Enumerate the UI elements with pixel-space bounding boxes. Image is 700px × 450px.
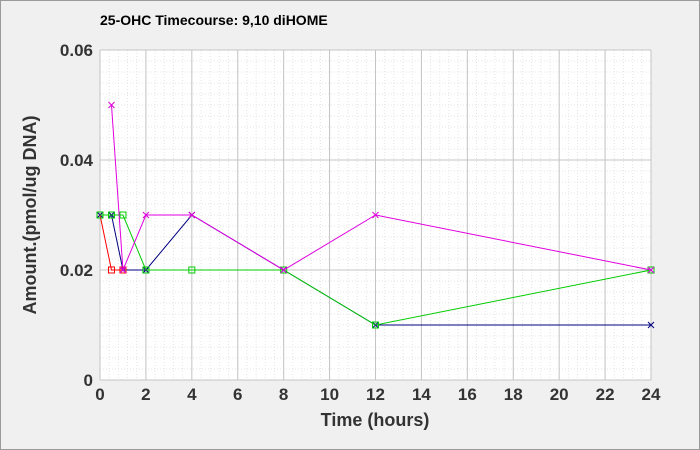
data-point bbox=[96, 211, 104, 219]
x-tick-label: 18 bbox=[504, 385, 523, 404]
x-tick-label: 16 bbox=[458, 385, 477, 404]
data-point bbox=[188, 211, 196, 219]
data-point bbox=[372, 321, 379, 329]
data-point bbox=[107, 211, 115, 219]
x-tick-label: 24 bbox=[642, 385, 661, 404]
y-tick-label: 0.04 bbox=[60, 151, 94, 170]
series-layer bbox=[96, 101, 655, 329]
data-point bbox=[188, 266, 196, 274]
x-tick-label: 2 bbox=[141, 385, 150, 404]
y-tick-labels: 0 0.02 0.04 0.06 bbox=[60, 41, 94, 390]
x-tick-label: 14 bbox=[412, 385, 431, 404]
series-line bbox=[99, 214, 123, 271]
data-point bbox=[280, 266, 288, 274]
x-tick-label: 10 bbox=[320, 385, 339, 404]
data-point bbox=[119, 211, 127, 219]
data-point bbox=[142, 211, 150, 219]
x-tick-label: 4 bbox=[187, 385, 197, 404]
data-point bbox=[647, 266, 655, 274]
series-line bbox=[100, 214, 652, 326]
data-point bbox=[108, 101, 115, 109]
series-3 bbox=[96, 211, 655, 329]
y-tick-label: 0.06 bbox=[60, 41, 93, 60]
data-point bbox=[107, 266, 115, 274]
series-4 bbox=[108, 101, 655, 274]
x-tick-label: 12 bbox=[366, 385, 385, 404]
y-tick-label: 0 bbox=[84, 371, 93, 390]
x-tick-label: 20 bbox=[550, 385, 569, 404]
x-tick-labels: 0 2 4 6 8 10 12 14 16 18 20 22 24 bbox=[95, 385, 661, 404]
chart-title: 25-OHC Timecourse: 9,10 diHOME bbox=[100, 12, 328, 28]
x-tick-label: 22 bbox=[596, 385, 615, 404]
data-point bbox=[372, 211, 379, 219]
y-axis-label: Amount.(pmol/ug DNA) bbox=[20, 116, 40, 315]
x-axis-label: Time (hours) bbox=[321, 410, 430, 430]
x-tick-label: 0 bbox=[95, 385, 104, 404]
x-tick-label: 8 bbox=[279, 385, 288, 404]
y-tick-label: 0.02 bbox=[60, 261, 93, 280]
data-point bbox=[647, 321, 655, 329]
data-point bbox=[647, 266, 655, 274]
data-point bbox=[280, 266, 288, 274]
data-point bbox=[142, 266, 150, 274]
x-tick-label: 6 bbox=[233, 385, 242, 404]
data-point bbox=[119, 266, 127, 274]
